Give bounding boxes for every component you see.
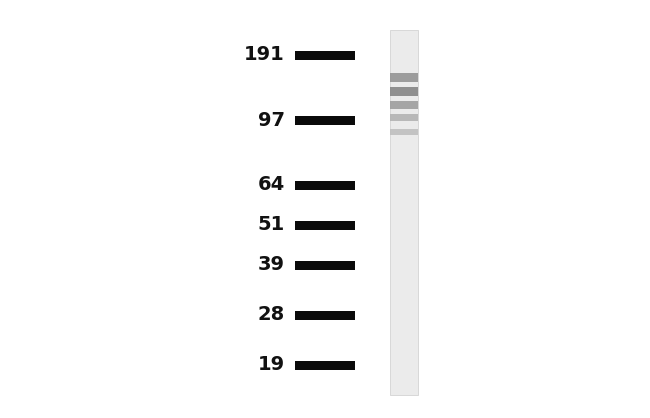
Bar — [295, 311, 355, 319]
Text: 97: 97 — [258, 110, 285, 130]
Bar — [390, 114, 418, 120]
Text: 19: 19 — [258, 355, 285, 375]
Bar — [390, 129, 418, 135]
Bar — [295, 51, 355, 59]
Bar — [295, 260, 355, 270]
Bar — [390, 30, 418, 395]
Text: 28: 28 — [258, 306, 285, 324]
Text: 64: 64 — [258, 176, 285, 194]
Bar — [295, 221, 355, 229]
Bar — [390, 87, 418, 95]
Bar — [390, 72, 418, 82]
Bar — [295, 360, 355, 370]
Bar — [295, 115, 355, 125]
Text: 191: 191 — [244, 46, 285, 64]
Bar — [390, 101, 418, 109]
Bar — [295, 181, 355, 189]
Text: 39: 39 — [258, 255, 285, 275]
Text: 51: 51 — [258, 216, 285, 234]
